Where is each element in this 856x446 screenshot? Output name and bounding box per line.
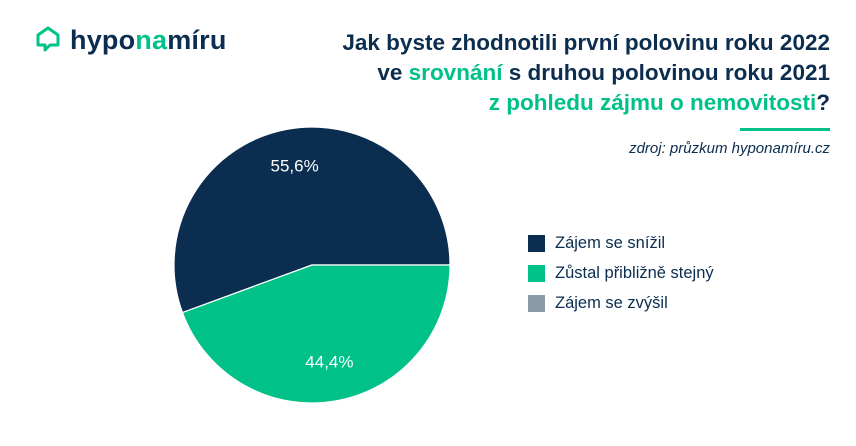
legend-label: Zůstal přibližně stejný xyxy=(555,263,714,282)
legend-item: Zůstal přibližně stejný xyxy=(528,258,714,288)
logo-text-part1: hypo xyxy=(70,24,136,55)
title-line-3: z pohledu zájmu o nemovitosti? xyxy=(488,90,830,115)
logo-text-part3: míru xyxy=(167,24,227,55)
chart-title: Jak byste zhodnotili první polovinu roku… xyxy=(342,28,830,118)
legend-swatch xyxy=(528,234,545,252)
pie-slice-label-2: 44,4% xyxy=(305,352,353,371)
pie-slice-2 xyxy=(181,264,451,404)
logo: hyponamíru xyxy=(36,26,227,54)
legend-label: Zájem se zvýšil xyxy=(555,293,668,312)
legend-swatch xyxy=(528,294,545,312)
title-line-2: ve srovnání s druhou polovinou roku 2021 xyxy=(377,60,830,85)
legend-item: Zájem se zvýšil xyxy=(528,288,714,318)
chart-legend: Zájem se snížil Zůstal přibližně stejný Zá… xyxy=(528,228,714,318)
logo-text-accent: na xyxy=(135,24,168,55)
title-line-1: Jak byste zhodnotili první polovinu roku… xyxy=(342,30,830,55)
pie-slice-label-1: 55,6% xyxy=(271,157,319,176)
source-note: zdroj: průzkum hyponamíru.cz xyxy=(629,140,830,157)
house-icon xyxy=(36,26,60,52)
legend-swatch xyxy=(528,264,545,282)
legend-label: Zájem se snížil xyxy=(555,233,666,252)
logo-text: hyponamíru xyxy=(70,24,227,55)
pie-slice-1 xyxy=(173,126,451,314)
legend-item: Zájem se snížil xyxy=(528,228,714,258)
title-underline xyxy=(740,128,830,131)
